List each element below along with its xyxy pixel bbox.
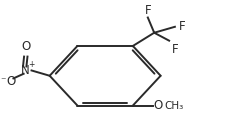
Text: N: N [20,64,29,77]
Text: O: O [6,75,15,87]
Text: ⁻: ⁻ [0,76,6,86]
Text: O: O [21,40,30,53]
Text: F: F [172,43,178,56]
Text: F: F [144,4,151,17]
Text: CH₃: CH₃ [164,101,183,111]
Text: F: F [178,20,184,33]
Text: O: O [153,99,162,112]
Text: +: + [28,60,35,69]
